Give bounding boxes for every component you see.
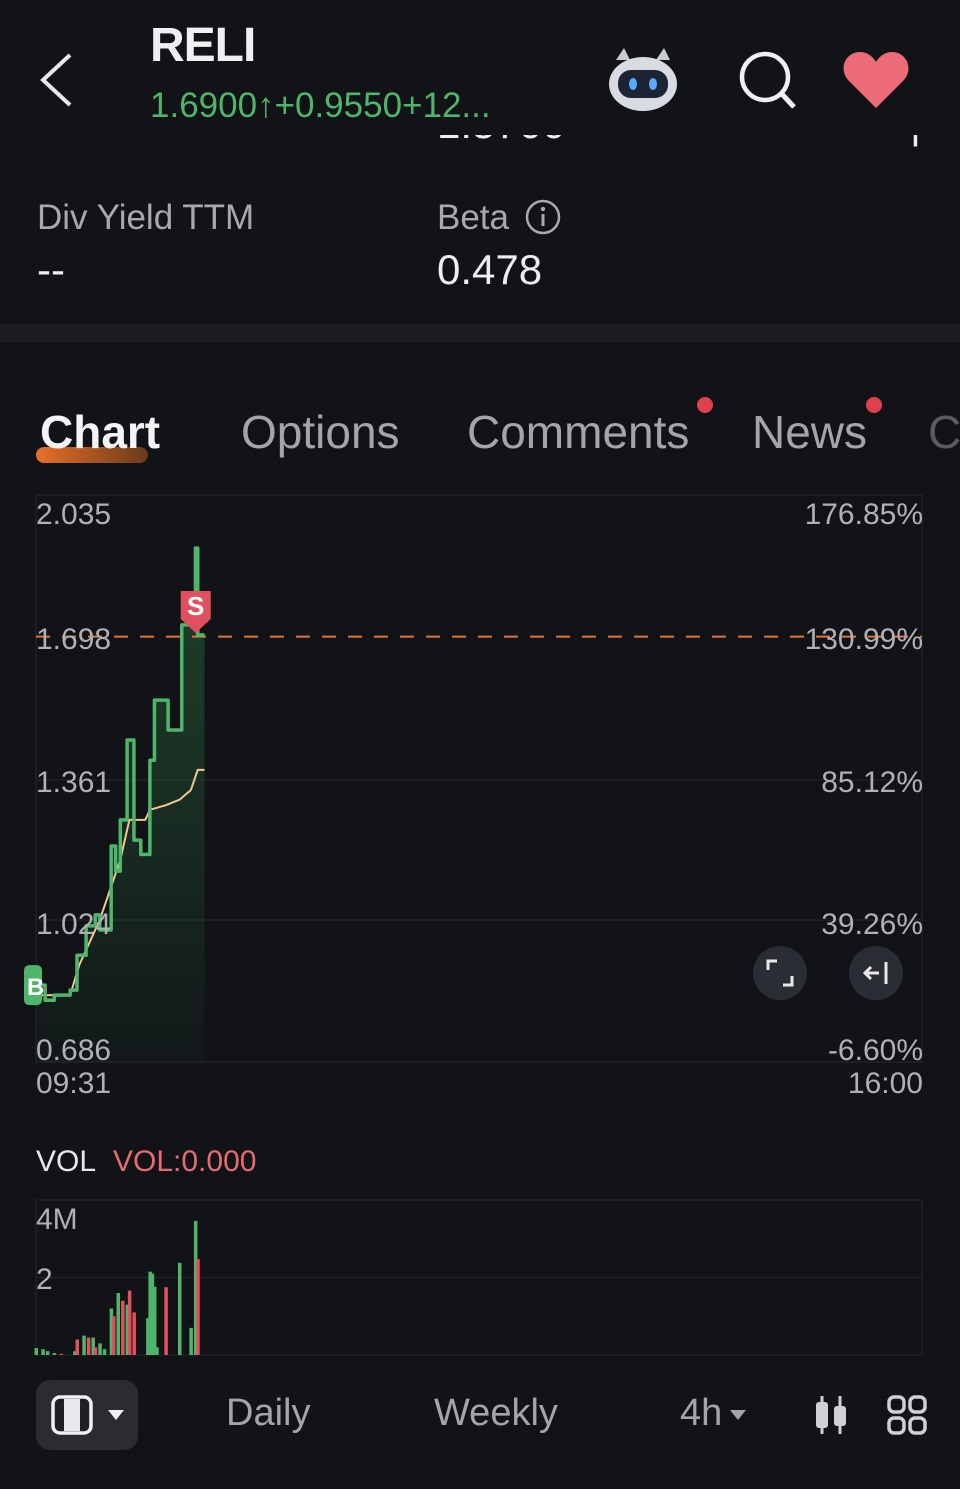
volume-bar bbox=[148, 1271, 152, 1355]
volume-bar bbox=[41, 1349, 45, 1355]
buy-marker bbox=[24, 965, 42, 1006]
y-right-tick: 176.85% bbox=[804, 498, 923, 531]
candlestick-icon[interactable] bbox=[812, 1394, 850, 1436]
robot-assistant-icon[interactable] bbox=[606, 46, 680, 112]
volume-bar bbox=[59, 1353, 64, 1355]
volume-bar bbox=[116, 1293, 120, 1355]
y-left-tick: 1.698 bbox=[36, 623, 112, 656]
volume-bar bbox=[91, 1337, 95, 1355]
price-area-fill bbox=[36, 547, 205, 1062]
tab-more-partial[interactable]: C bbox=[928, 406, 960, 458]
beta-value: 0.478 bbox=[437, 246, 543, 293]
y-left-tick: 2.035 bbox=[36, 498, 112, 531]
tab-news[interactable]: News bbox=[752, 406, 868, 458]
volume-bar bbox=[132, 1312, 136, 1355]
tab-comments[interactable]: Comments bbox=[467, 406, 690, 458]
volume-tick: 2 bbox=[36, 1263, 53, 1296]
volume-bar bbox=[125, 1304, 130, 1355]
volume-bar bbox=[127, 1290, 132, 1355]
volume-bar bbox=[111, 1316, 116, 1355]
y-right-tick: 130.99% bbox=[804, 623, 923, 656]
y-right-tick: 85.12% bbox=[821, 766, 923, 799]
header: RELI 1.6900↑+0.9550+12... bbox=[0, 0, 960, 135]
volume-bar bbox=[34, 1348, 38, 1355]
volume-bar bbox=[164, 1287, 168, 1355]
x-end-label: 16:00 bbox=[847, 1067, 923, 1100]
volume-bar bbox=[193, 1220, 198, 1355]
volume-bar bbox=[82, 1335, 86, 1355]
sell-marker-label: S bbox=[187, 591, 204, 621]
daily-button[interactable]: Daily bbox=[226, 1392, 311, 1434]
heart-favorite-icon[interactable] bbox=[842, 50, 910, 110]
x-start-label: 09:31 bbox=[36, 1067, 112, 1100]
volume-tick: 4M bbox=[36, 1203, 78, 1236]
active-tab-indicator bbox=[36, 447, 148, 463]
section-divider bbox=[0, 324, 960, 342]
interval-label: 4h bbox=[680, 1392, 723, 1434]
volume-bar bbox=[155, 1347, 159, 1355]
caret-down-icon bbox=[730, 1409, 747, 1420]
y-right-tick: -6.60% bbox=[827, 1034, 923, 1067]
expand-icon bbox=[766, 959, 794, 987]
y-left-tick: 0.686 bbox=[36, 1034, 112, 1067]
sell-marker bbox=[180, 590, 211, 633]
volume-bar bbox=[86, 1337, 91, 1355]
volume-bar bbox=[177, 1262, 182, 1355]
volume-bar bbox=[93, 1347, 98, 1355]
volume-bar bbox=[150, 1273, 155, 1355]
ticker-symbol: RELI bbox=[150, 19, 256, 72]
interval-dropdown[interactable]: 4h bbox=[680, 1392, 750, 1435]
average-price-line bbox=[36, 768, 205, 997]
y-left-tick: 1.361 bbox=[36, 766, 112, 799]
volume-bar bbox=[102, 1349, 107, 1355]
div-yield-label: Div Yield TTM bbox=[37, 198, 255, 237]
y-right-tick: 39.26% bbox=[821, 908, 923, 941]
volume-bar bbox=[52, 1353, 57, 1355]
buy-marker-label: B bbox=[27, 974, 44, 1001]
comments-badge-dot bbox=[697, 397, 713, 413]
volume-bar bbox=[121, 1300, 125, 1355]
tab-chart[interactable]: Chart bbox=[40, 406, 161, 458]
weekly-button[interactable]: Weekly bbox=[434, 1392, 558, 1434]
grid-menu-icon[interactable] bbox=[886, 1394, 928, 1436]
volume-bar bbox=[45, 1351, 50, 1355]
price-quote: 1.6900↑+0.9550+12... bbox=[150, 86, 491, 125]
layout-button[interactable] bbox=[36, 1380, 138, 1450]
volume-bar bbox=[152, 1286, 157, 1355]
volume-bar bbox=[189, 1327, 193, 1355]
volume-bar bbox=[146, 1318, 150, 1355]
tab-options[interactable]: Options bbox=[241, 406, 400, 458]
volume-title: VOL bbox=[36, 1145, 97, 1178]
fullscreen-button[interactable] bbox=[753, 946, 807, 1000]
back-chevron-icon[interactable] bbox=[38, 52, 74, 108]
div-yield-value: -- bbox=[37, 246, 65, 293]
volume-bar bbox=[75, 1339, 79, 1355]
volume-bar bbox=[109, 1308, 114, 1355]
volume-bar bbox=[196, 1258, 200, 1355]
y-left-tick: 1.024 bbox=[36, 908, 112, 941]
split-layout-icon bbox=[51, 1395, 93, 1435]
volume-bar bbox=[73, 1351, 77, 1355]
arrow-to-end-icon bbox=[862, 962, 888, 984]
volume-bar bbox=[98, 1343, 102, 1355]
info-icon[interactable] bbox=[524, 198, 562, 236]
beta-label: Beta bbox=[437, 198, 509, 237]
search-icon[interactable] bbox=[738, 50, 798, 110]
news-badge-dot bbox=[866, 397, 882, 413]
volume-value: VOL:0.000 bbox=[113, 1145, 257, 1178]
price-line bbox=[36, 546, 205, 1002]
scroll-to-latest-button[interactable] bbox=[849, 946, 903, 1000]
caret-down-icon bbox=[108, 1410, 124, 1420]
